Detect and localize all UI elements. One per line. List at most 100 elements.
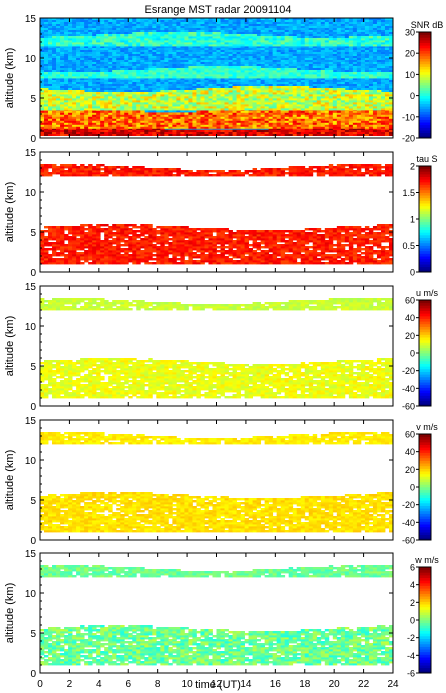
cell (224, 51, 229, 54)
cell (124, 21, 129, 24)
cell (368, 87, 374, 90)
cell (372, 83, 378, 86)
cell (336, 17, 342, 20)
cell (348, 29, 354, 32)
cell (224, 53, 229, 56)
cell (320, 21, 326, 24)
cell (140, 81, 145, 84)
cell (328, 55, 334, 58)
cell (208, 81, 213, 84)
cell (264, 45, 270, 48)
cell (48, 45, 53, 48)
cell (136, 47, 141, 50)
cell (324, 63, 330, 66)
cell (84, 25, 89, 28)
cell (200, 63, 205, 66)
cell (64, 67, 69, 70)
cell (228, 61, 233, 64)
cell (244, 59, 249, 62)
cell (356, 51, 362, 54)
cell (152, 81, 157, 84)
cell (188, 45, 193, 48)
cell (308, 81, 314, 84)
cell (228, 25, 233, 28)
cell (80, 21, 85, 24)
cell (48, 67, 53, 70)
cell (368, 33, 374, 36)
cell (260, 63, 266, 66)
cell (224, 63, 229, 66)
cell (104, 31, 109, 34)
cell (276, 31, 282, 34)
cell (252, 31, 258, 34)
cell (200, 79, 205, 82)
cell (368, 31, 374, 34)
cell (56, 21, 61, 24)
cell (312, 17, 318, 20)
cell (280, 81, 286, 84)
cell (268, 23, 274, 26)
cell (124, 59, 129, 62)
cell (264, 53, 270, 56)
cell (360, 85, 366, 88)
cell (176, 45, 181, 48)
cell (292, 25, 298, 28)
cell (124, 45, 129, 48)
cell (64, 85, 69, 88)
cell (128, 51, 133, 54)
cell (220, 45, 225, 48)
cell (104, 61, 109, 64)
cell (80, 85, 85, 88)
cell (196, 21, 201, 24)
cell (332, 45, 338, 48)
cell (84, 49, 89, 52)
cell (344, 45, 350, 48)
cell (344, 81, 350, 84)
cell (88, 57, 93, 60)
cell (84, 61, 89, 64)
cell (68, 23, 73, 26)
cell (72, 77, 77, 80)
cell (184, 55, 189, 58)
cell (84, 67, 89, 70)
cell (120, 57, 125, 60)
cell (96, 83, 101, 86)
cell (160, 61, 165, 64)
cell (56, 77, 61, 80)
cell (112, 17, 117, 20)
cell (100, 51, 105, 54)
cell (104, 77, 109, 80)
cell (68, 49, 73, 52)
cell (168, 87, 173, 90)
cell (60, 77, 65, 80)
cell (336, 19, 342, 22)
cell (212, 21, 217, 24)
cell (232, 29, 237, 32)
cell (92, 27, 97, 30)
cell (300, 65, 306, 68)
cell (244, 29, 249, 32)
cell (300, 51, 306, 54)
cell (320, 49, 326, 52)
cell (304, 79, 310, 82)
cell (364, 87, 370, 90)
cell (140, 29, 145, 32)
cell (220, 31, 225, 34)
cell (176, 21, 181, 24)
cell (144, 55, 149, 58)
cell (348, 79, 354, 82)
cell (284, 63, 290, 66)
cell (168, 77, 173, 80)
cell (304, 77, 310, 80)
cell (84, 23, 89, 26)
cell (44, 55, 49, 58)
cell (356, 59, 362, 62)
cell (104, 21, 109, 24)
cell (148, 25, 153, 28)
cell (352, 33, 358, 36)
cell (376, 59, 382, 62)
cell (88, 51, 93, 54)
cell (112, 65, 117, 68)
cell (292, 51, 298, 54)
cell (144, 45, 149, 48)
